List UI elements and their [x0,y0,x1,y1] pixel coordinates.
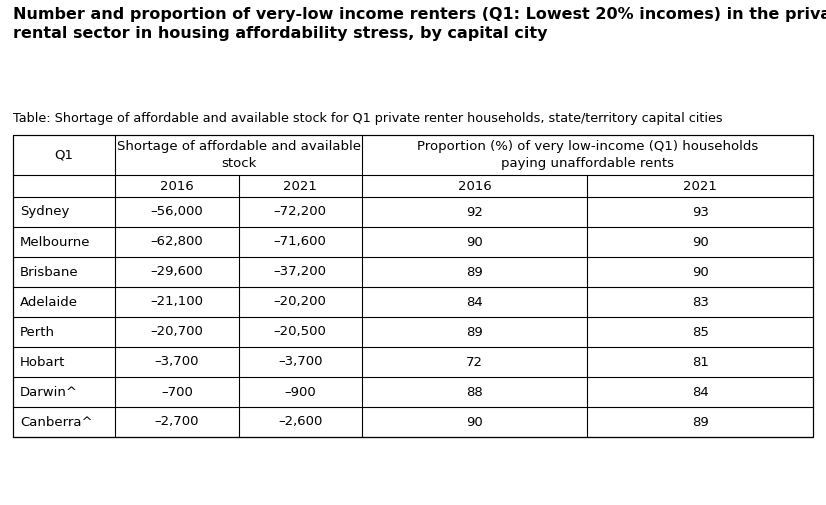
Text: 81: 81 [691,356,709,369]
Text: 92: 92 [466,206,483,219]
Text: –72,200: –72,200 [273,206,327,219]
Text: 88: 88 [466,385,483,398]
Text: 85: 85 [691,326,709,338]
Text: Brisbane: Brisbane [20,266,78,278]
Text: 93: 93 [691,206,709,219]
Text: –700: –700 [161,385,193,398]
Text: 83: 83 [691,295,709,309]
Text: 89: 89 [466,266,483,278]
Text: –29,600: –29,600 [150,266,203,278]
Text: –37,200: –37,200 [273,266,327,278]
Text: Adelaide: Adelaide [20,295,78,309]
Text: –20,200: –20,200 [273,295,326,309]
Text: –20,500: –20,500 [273,326,326,338]
Text: 90: 90 [692,235,709,248]
Bar [13,135,813,437]
Text: Shortage of affordable and available
stock: Shortage of affordable and available sto… [116,140,361,170]
Text: 89: 89 [466,326,483,338]
Text: Table: Shortage of affordable and available stock for Q1 private renter househol: Table: Shortage of affordable and availa… [13,112,723,125]
Text: Hobart: Hobart [20,356,65,369]
Text: 2016: 2016 [458,179,491,192]
Text: –3,700: –3,700 [278,356,322,369]
Text: –71,600: –71,600 [273,235,326,248]
Text: Canberra^: Canberra^ [20,416,93,429]
Text: Melbourne: Melbourne [20,235,91,248]
Text: Darwin^: Darwin^ [20,385,78,398]
Text: –2,600: –2,600 [278,416,322,429]
Text: 84: 84 [692,385,709,398]
Text: 2016: 2016 [160,179,194,192]
Text: 84: 84 [466,295,483,309]
Text: –3,700: –3,700 [154,356,199,369]
Text: –56,000: –56,000 [150,206,203,219]
Text: Number and proportion of very-low income renters (Q1: Lowest 20% incomes) in the: Number and proportion of very-low income… [13,7,826,41]
Text: 90: 90 [466,416,483,429]
Text: Proportion (%) of very low-income (Q1) households
paying unaffordable rents: Proportion (%) of very low-income (Q1) h… [417,140,758,170]
Text: Sydney: Sydney [20,206,69,219]
Text: 90: 90 [466,235,483,248]
Text: –900: –900 [284,385,316,398]
Text: –2,700: –2,700 [154,416,199,429]
Text: 2021: 2021 [683,179,717,192]
Text: 90: 90 [692,266,709,278]
Text: –20,700: –20,700 [150,326,203,338]
Text: Perth: Perth [20,326,55,338]
Text: 89: 89 [692,416,709,429]
Text: 72: 72 [466,356,483,369]
Text: 2021: 2021 [283,179,317,192]
Text: Q1: Q1 [55,148,74,162]
Text: –62,800: –62,800 [150,235,203,248]
Text: –21,100: –21,100 [150,295,203,309]
